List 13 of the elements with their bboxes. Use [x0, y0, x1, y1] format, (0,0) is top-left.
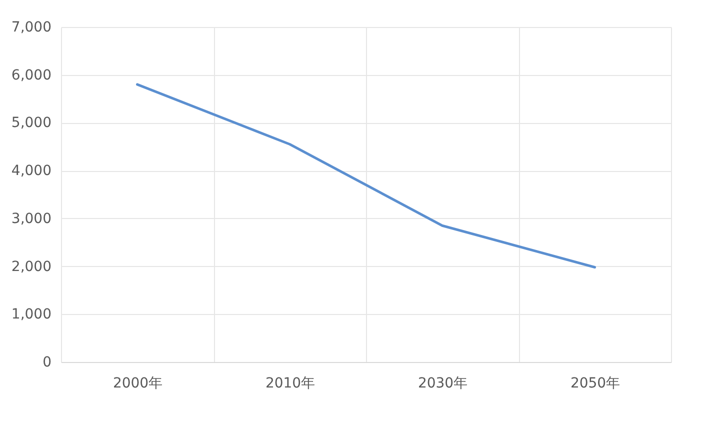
- line-series: [136, 83, 596, 268]
- y-tick-label: 5,000: [11, 115, 52, 132]
- y-tick-label: 2,000: [11, 258, 52, 275]
- x-tick-label: 2030年: [418, 376, 468, 392]
- x-tick-label: 2050年: [570, 376, 620, 392]
- y-tick-label: 4,000: [11, 163, 52, 180]
- y-tick-label: 7,000: [11, 20, 52, 36]
- x-tick-label: 2000年: [112, 376, 163, 392]
- y-tick-label: 3,000: [11, 210, 52, 227]
- y-tick-label: 0: [42, 354, 52, 370]
- y-tick-label: 1,000: [11, 306, 52, 323]
- y-tick-label: 6,000: [11, 67, 52, 84]
- x-tick-label: 2010年: [265, 376, 316, 392]
